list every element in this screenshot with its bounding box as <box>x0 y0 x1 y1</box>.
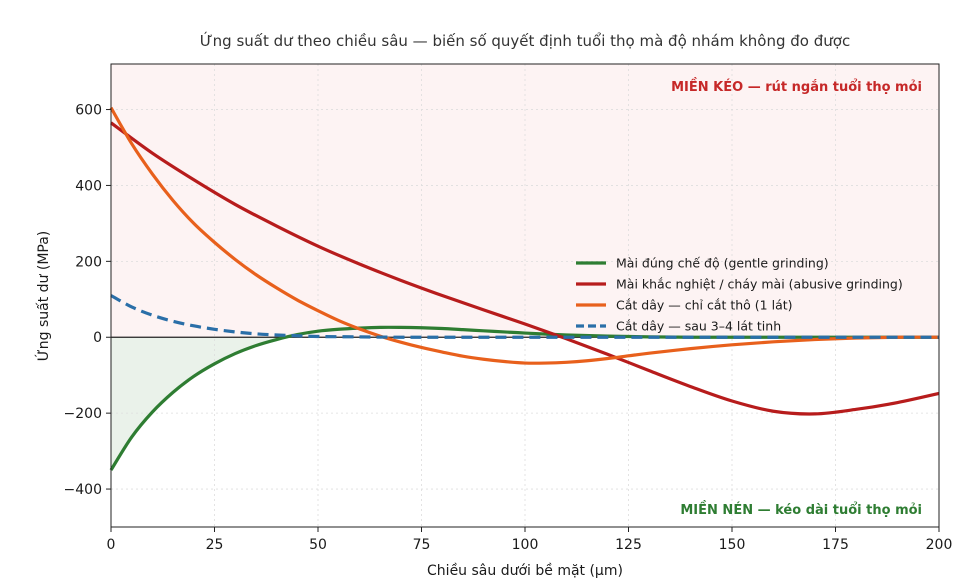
x-tick-label: 150 <box>719 537 746 553</box>
y-axis: −400 −200 0 200 400 600 <box>64 103 111 498</box>
x-tick-label: 25 <box>206 537 224 553</box>
legend-label-1: Mài đúng chế độ (gentle grinding) <box>616 256 829 271</box>
compression-fill-area <box>111 337 287 471</box>
y-tick-label: −400 <box>64 482 102 498</box>
x-tick-label: 175 <box>822 537 849 553</box>
legend: Mài đúng chế độ (gentle grinding) Mài khắ… <box>576 256 903 334</box>
x-tick-label: 50 <box>309 537 327 553</box>
y-tick-label: 400 <box>75 178 102 194</box>
series-line-4 <box>110 294 939 339</box>
chart-title: Ứng suất dư theo chiều sâu — biến số quy… <box>200 31 850 50</box>
plot-area <box>109 63 940 528</box>
compression-zone-label: MIỀN NÉN — kéo dài tuổi thọ mỏi <box>680 500 922 518</box>
legend-label-3: Cắt dây — chỉ cắt thô (1 lát) <box>616 298 793 313</box>
legend-label-2: Mài khắc nghiệt / cháy mài (abusive grin… <box>616 277 903 292</box>
x-tick-label: 100 <box>512 537 539 553</box>
x-tick-label: 0 <box>107 537 116 553</box>
legend-label-4: Cắt dây — sau 3–4 lát tinh <box>616 319 781 334</box>
series-line-2 <box>110 121 940 416</box>
x-axis: 0 25 50 75 100 125 150 175 200 <box>107 527 953 553</box>
x-tick-label: 200 <box>926 537 953 553</box>
y-tick-label: 200 <box>75 254 102 270</box>
y-axis-label: Ứng suất dư (MPa) <box>34 231 52 362</box>
y-tick-label: −200 <box>64 406 102 422</box>
x-tick-label: 75 <box>413 537 431 553</box>
y-tick-label: 600 <box>75 103 102 119</box>
series-lines <box>109 106 940 471</box>
x-tick-label: 125 <box>615 537 642 553</box>
x-axis-label: Chiều sâu dưới bề mặt (µm) <box>427 562 623 579</box>
tension-zone-label: MIỀN KÉO — rút ngắn tuổi thọ mỏi <box>671 77 922 95</box>
series-line-3 <box>109 106 940 365</box>
y-tick-label: 0 <box>93 330 102 346</box>
